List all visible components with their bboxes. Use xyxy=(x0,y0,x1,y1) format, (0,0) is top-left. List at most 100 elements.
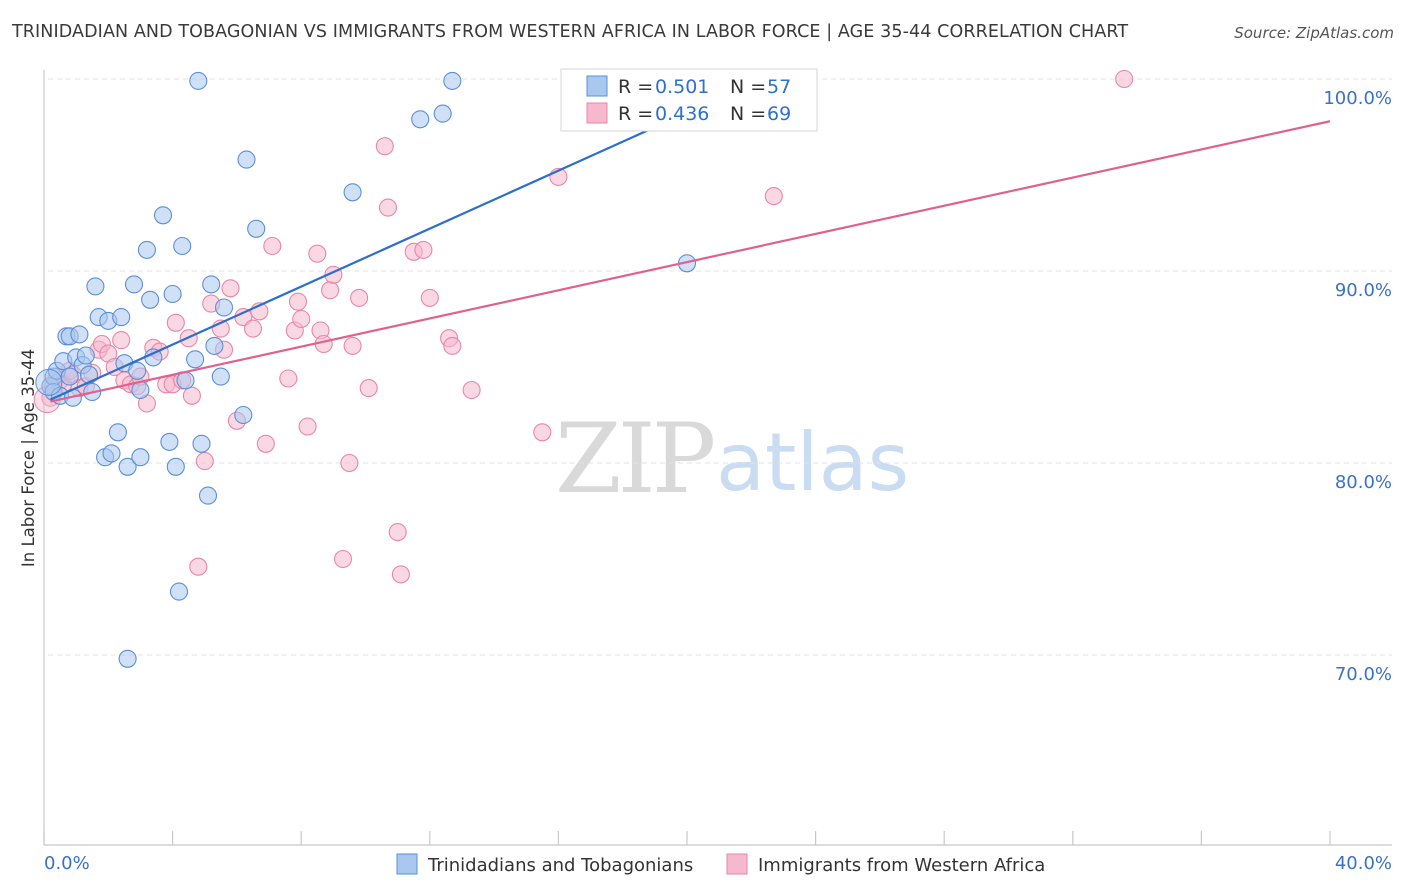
trinidadian-point-20 xyxy=(102,444,121,463)
trinidadian-point-51 xyxy=(343,183,362,202)
y-tick-label-100: 100.0% xyxy=(1323,88,1392,109)
trinidadian-point-31 xyxy=(141,290,160,309)
x-tick-label-max: 40.0% xyxy=(1335,853,1392,874)
y-tick-label-70: 70.0% xyxy=(1335,664,1392,685)
trinidadian-point-54 xyxy=(443,71,462,90)
trinidadian-point-37 xyxy=(169,582,189,601)
series-trinidadian-points xyxy=(35,71,697,668)
trend-lines xyxy=(49,97,1331,403)
trinidadian-point-42 xyxy=(192,434,211,453)
trinidadian-point-26 xyxy=(124,275,144,294)
trinidadian-point-49 xyxy=(237,150,256,169)
x-axis-ticks xyxy=(43,831,1331,845)
trinidadian-point-11 xyxy=(70,325,89,344)
trinidadian-point-48 xyxy=(234,405,253,425)
western-africa-point-45 xyxy=(308,244,327,263)
trinidadian-point-29 xyxy=(131,448,150,467)
western-africa-point-50 xyxy=(333,549,353,569)
western-africa-point-28 xyxy=(189,557,208,576)
western-africa-point-36 xyxy=(243,319,263,338)
western-africa-point-58 xyxy=(391,565,410,584)
trinidadian-point-21 xyxy=(108,423,127,442)
series-legend: Trinidadians and Tobagonians Immigrants … xyxy=(396,853,1045,876)
trinidadian-point-50 xyxy=(247,219,266,238)
gridlines xyxy=(48,78,1392,656)
trinidadian-point-38 xyxy=(173,236,192,256)
bottom-legend-label-blue: Trinidadians and Tobagonians xyxy=(427,855,693,876)
western-africa-point-57 xyxy=(388,523,407,542)
legend-r-value-pink: 0.436 xyxy=(655,103,709,125)
trinidadian-point-36 xyxy=(166,457,185,476)
western-africa-point-38 xyxy=(256,434,275,453)
watermark-zip: ZIP xyxy=(555,403,714,515)
legend-swatch-pink xyxy=(586,102,608,124)
western-africa-point-67 xyxy=(764,187,783,206)
y-axis-tick-labels: 100.0% 90.0% 80.0% 70.0% xyxy=(1323,88,1392,685)
x-tick-label-min: 0.0% xyxy=(44,853,90,874)
western-africa-point-55 xyxy=(375,137,394,156)
trinidadian-point-33 xyxy=(153,206,173,225)
watermark: ZIP atlas xyxy=(555,403,909,515)
trinidadian-point-53 xyxy=(433,104,452,123)
chart-title: TRINIDADIAN AND TOBAGONIAN VS IMMIGRANTS… xyxy=(12,22,1129,42)
western-africa-point-61 xyxy=(420,288,439,307)
trinidadian-point-22 xyxy=(112,308,131,327)
legend-r-label-blue: R = xyxy=(618,76,653,98)
trinidadian-point-30 xyxy=(137,240,156,259)
trinidadian-point-52 xyxy=(411,110,430,129)
western-africa-point-54 xyxy=(359,379,378,398)
trinidadian-point-46 xyxy=(211,367,230,386)
western-africa-point-24 xyxy=(166,313,185,332)
western-africa-point-39 xyxy=(263,236,282,256)
trinidadian-point-41 xyxy=(189,71,208,90)
western-africa-point-60 xyxy=(414,240,433,259)
western-africa-point-43 xyxy=(292,309,311,329)
trinidadian-point-27 xyxy=(128,361,147,380)
trend-line-western-africa xyxy=(50,120,1331,403)
trinidadian-point-40 xyxy=(186,350,205,369)
trinidadian-point-45 xyxy=(205,336,224,355)
western-africa-point-27 xyxy=(182,386,201,405)
western-africa-point-40 xyxy=(279,369,298,388)
y-tick-label-80: 80.0% xyxy=(1335,472,1392,493)
western-africa-point-44 xyxy=(298,417,317,436)
trinidadian-point-16 xyxy=(86,277,105,296)
bottom-legend-swatch-pink xyxy=(726,853,748,875)
legend-n-value-blue: 57 xyxy=(767,76,791,98)
trinidadian-cluster-point xyxy=(35,368,63,396)
trinidadian-point-34 xyxy=(160,432,179,451)
western-africa-point-56 xyxy=(378,198,398,217)
y-tick-label-90: 90.0% xyxy=(1335,280,1392,301)
legend-n-label-blue: N = xyxy=(730,76,766,98)
western-africa-point-51 xyxy=(340,453,359,473)
trinidadian-point-43 xyxy=(198,486,218,505)
trinidadian-point-24 xyxy=(118,649,137,668)
western-africa-point-52 xyxy=(343,336,362,355)
western-africa-point-65 xyxy=(533,423,552,442)
trinidadian-point-13 xyxy=(76,346,95,365)
western-africa-point-33 xyxy=(221,279,240,298)
legend-r-label-pink: R = xyxy=(618,103,653,125)
source-credit: Source: ZipAtlas.com xyxy=(1234,24,1394,42)
trinidadian-point-47 xyxy=(214,298,234,317)
legend-r-value-blue: 0.501 xyxy=(655,76,709,98)
western-africa-point-42 xyxy=(288,292,308,311)
stats-legend: R = 0.501 N = 57 R = 0.436 N = 69 xyxy=(560,68,818,132)
western-africa-point-14 xyxy=(112,331,131,350)
trinidadian-point-25 xyxy=(118,457,137,476)
bottom-legend-label-pink: Immigrants from Western Africa xyxy=(758,855,1045,876)
trend-line-trinidadian xyxy=(49,97,720,401)
western-africa-point-48 xyxy=(321,281,340,300)
trinidadian-point-35 xyxy=(163,284,182,304)
legend-swatch-blue xyxy=(586,75,608,97)
western-africa-point-53 xyxy=(350,288,369,307)
trinidadian-point-44 xyxy=(202,275,221,294)
trinidadian-point-8 xyxy=(60,367,79,386)
y-axis-title: In Labor Force | Age 35-44 xyxy=(19,349,38,567)
trinidadian-point-39 xyxy=(176,371,195,390)
bottom-legend-swatch-blue xyxy=(396,853,418,875)
western-africa-point-68 xyxy=(1115,69,1134,89)
legend-n-label-pink: N = xyxy=(730,103,766,125)
western-africa-point-63 xyxy=(443,336,462,355)
